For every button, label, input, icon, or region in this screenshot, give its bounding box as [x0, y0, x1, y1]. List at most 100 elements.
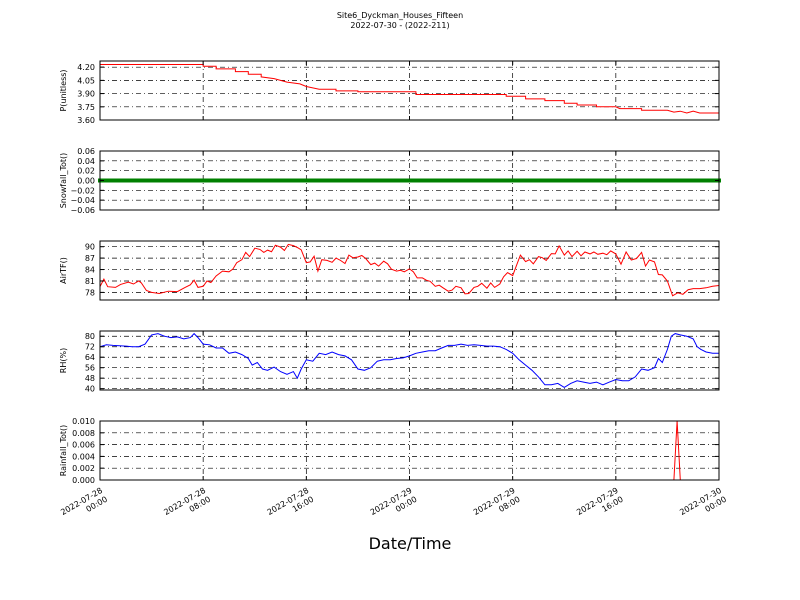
data-point [288, 178, 293, 183]
data-point [533, 178, 538, 183]
y-tick-label: 3.60 [77, 116, 95, 125]
data-point [542, 178, 547, 183]
data-point [307, 178, 312, 183]
data-point [584, 178, 589, 183]
series-line [99, 332, 719, 388]
data-point [555, 178, 560, 183]
data-point [252, 178, 257, 183]
data-point [420, 178, 425, 183]
data-point [655, 178, 660, 183]
y-tick-label: −0.04 [70, 196, 95, 205]
x-tick-label: 2022-07-2800:00 [59, 486, 109, 526]
data-point [404, 178, 409, 183]
data-point [697, 178, 702, 183]
data-point [207, 178, 212, 183]
data-point [510, 178, 515, 183]
y-tick-label: 81 [85, 277, 95, 286]
data-point [362, 178, 367, 183]
data-point [233, 178, 238, 183]
data-point [520, 178, 525, 183]
data-point [707, 178, 712, 183]
y-tick-label: 0.04 [77, 157, 95, 166]
data-point [365, 178, 370, 183]
data-point [659, 178, 663, 183]
data-point [272, 178, 277, 183]
data-point [256, 178, 260, 183]
data-point [581, 178, 586, 183]
data-point [133, 178, 138, 183]
data-point [304, 178, 309, 183]
data-point [317, 178, 322, 183]
data-point [417, 178, 422, 183]
data-point [172, 178, 177, 183]
data-point [671, 178, 676, 183]
data-point [694, 178, 699, 183]
data-point [526, 178, 531, 183]
data-point [426, 178, 431, 183]
data-point [243, 178, 248, 183]
data-point [665, 178, 670, 183]
data-point [565, 178, 570, 183]
data-point [675, 178, 680, 183]
data-point [355, 178, 360, 183]
data-point [617, 178, 622, 183]
data-point [684, 178, 689, 183]
data-point [491, 178, 496, 183]
data-point [562, 178, 567, 183]
data-point [281, 178, 286, 183]
data-point [352, 178, 357, 183]
data-point [462, 178, 467, 183]
data-point [604, 178, 609, 183]
data-point [223, 178, 228, 183]
x-tick-label: 2022-07-2900:00 [369, 486, 419, 526]
data-point [297, 178, 302, 183]
data-point [559, 178, 563, 183]
data-point [265, 178, 270, 183]
chart-subtitle: 2022-07-30 - (2022-211) [350, 21, 450, 30]
data-point [478, 178, 483, 183]
data-point [652, 178, 657, 183]
panel-5: 0.010 0.008 0.006 0.004 0.002 0.000 Rainfall_T… [59, 417, 720, 485]
data-point [468, 178, 473, 183]
x-tick-label: 2022-07-2916:00 [575, 486, 625, 526]
data-point [630, 178, 634, 183]
data-point [201, 178, 206, 183]
data-point [530, 178, 534, 183]
data-point [188, 178, 193, 183]
data-point [165, 178, 170, 183]
data-point [446, 178, 451, 183]
data-point [607, 178, 612, 183]
data-point [204, 178, 209, 183]
data-point [481, 178, 486, 183]
data-point [262, 178, 267, 183]
data-point [549, 178, 554, 183]
data-point [314, 178, 318, 183]
data-point [246, 178, 251, 183]
data-point [443, 178, 447, 183]
data-point [249, 178, 254, 183]
y-tick-label: −0.02 [70, 186, 95, 195]
data-point [484, 178, 489, 183]
y-tick-label: 56 [85, 364, 95, 373]
data-point [423, 178, 428, 183]
data-point [127, 178, 131, 183]
data-point [381, 178, 386, 183]
y-tick-label: 4.20 [77, 63, 95, 72]
data-point [139, 178, 144, 183]
data-point [339, 178, 344, 183]
data-point [152, 178, 157, 183]
data-point [181, 178, 186, 183]
chart-title: Site6_Dyckman_Houses_Fifteen [336, 11, 464, 20]
x-tick-label: 2022-07-2908:00 [472, 486, 522, 526]
data-point [391, 178, 396, 183]
data-point [239, 178, 244, 183]
data-point [378, 178, 383, 183]
data-point [346, 178, 351, 183]
data-point [430, 178, 435, 183]
data-point [436, 178, 441, 183]
data-point [497, 178, 502, 183]
data-point [513, 178, 518, 183]
data-point [178, 178, 183, 183]
data-point [523, 178, 528, 183]
data-point [494, 178, 499, 183]
